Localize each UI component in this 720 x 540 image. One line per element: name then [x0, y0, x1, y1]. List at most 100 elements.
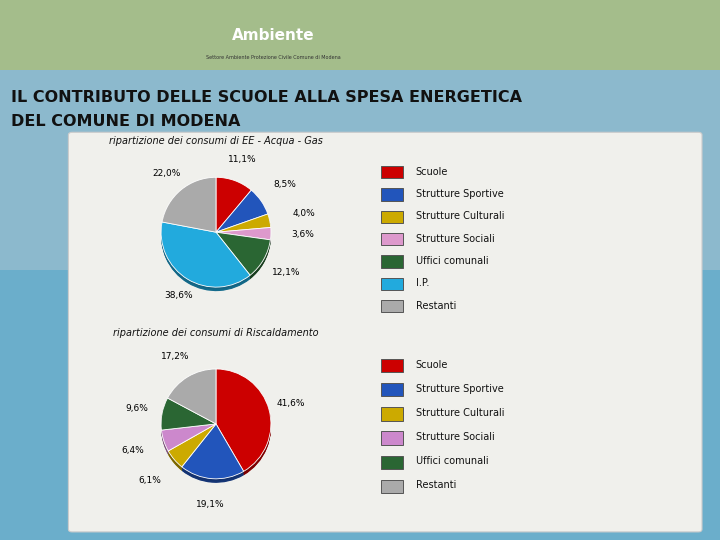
Wedge shape — [168, 426, 216, 468]
Wedge shape — [161, 224, 250, 288]
Wedge shape — [168, 424, 216, 467]
Text: 6,1%: 6,1% — [138, 476, 161, 485]
Wedge shape — [162, 180, 216, 235]
Text: Settore Ambiente Protezione Civile Comune di Modena: Settore Ambiente Protezione Civile Comun… — [206, 55, 341, 60]
Wedge shape — [216, 370, 271, 473]
Wedge shape — [168, 370, 216, 426]
Wedge shape — [162, 177, 216, 232]
Wedge shape — [162, 179, 216, 234]
Wedge shape — [216, 235, 271, 278]
Wedge shape — [216, 192, 268, 234]
Wedge shape — [216, 233, 271, 276]
Wedge shape — [182, 426, 243, 480]
Bar — [381, 300, 403, 312]
Wedge shape — [161, 226, 250, 291]
Wedge shape — [161, 225, 250, 289]
Wedge shape — [182, 427, 243, 482]
Wedge shape — [216, 214, 271, 232]
Wedge shape — [216, 192, 268, 234]
Wedge shape — [161, 224, 250, 289]
Wedge shape — [216, 231, 271, 244]
Wedge shape — [161, 401, 216, 433]
Wedge shape — [216, 193, 268, 235]
Text: Restanti: Restanti — [415, 481, 456, 490]
Wedge shape — [161, 225, 250, 290]
Bar — [381, 431, 403, 444]
Title: ripartizione dei consumi di Riscaldamento: ripartizione dei consumi di Riscaldament… — [113, 328, 319, 338]
Wedge shape — [216, 227, 271, 240]
Bar — [381, 188, 403, 200]
Wedge shape — [161, 226, 250, 291]
Wedge shape — [216, 216, 271, 234]
Wedge shape — [216, 215, 271, 234]
Wedge shape — [216, 372, 271, 474]
Wedge shape — [182, 425, 243, 480]
Wedge shape — [162, 181, 216, 236]
Wedge shape — [162, 178, 216, 233]
Text: 8,5%: 8,5% — [274, 180, 296, 189]
Wedge shape — [168, 369, 216, 424]
Wedge shape — [168, 425, 216, 468]
Wedge shape — [216, 228, 271, 240]
Wedge shape — [216, 235, 271, 278]
Wedge shape — [168, 428, 216, 471]
Wedge shape — [216, 178, 251, 233]
Text: 3,6%: 3,6% — [292, 230, 315, 239]
Wedge shape — [168, 372, 216, 427]
Text: I.P.: I.P. — [415, 279, 429, 288]
Wedge shape — [161, 424, 216, 451]
Wedge shape — [162, 181, 216, 236]
Wedge shape — [161, 428, 216, 455]
Text: 38,6%: 38,6% — [163, 291, 192, 300]
Wedge shape — [182, 427, 243, 481]
Wedge shape — [216, 229, 271, 241]
Wedge shape — [161, 402, 216, 434]
Text: Uffici comunali: Uffici comunali — [415, 456, 488, 467]
Text: Strutture Culturali: Strutture Culturali — [415, 212, 504, 221]
Bar — [381, 480, 403, 492]
Wedge shape — [161, 426, 216, 453]
Wedge shape — [182, 428, 243, 483]
Wedge shape — [161, 428, 216, 455]
Bar — [0, 0, 720, 70]
Wedge shape — [216, 233, 271, 276]
Wedge shape — [161, 400, 216, 431]
Text: Scuole: Scuole — [415, 167, 448, 177]
Text: 11,1%: 11,1% — [228, 156, 256, 164]
Text: Scuole: Scuole — [415, 360, 448, 370]
Bar — [381, 456, 403, 469]
Wedge shape — [216, 190, 268, 232]
Wedge shape — [216, 373, 271, 475]
Wedge shape — [161, 427, 216, 454]
Text: 19,1%: 19,1% — [196, 500, 225, 509]
Text: 22,0%: 22,0% — [153, 168, 181, 178]
Bar — [381, 255, 403, 268]
Wedge shape — [216, 234, 271, 276]
Wedge shape — [168, 373, 216, 428]
Wedge shape — [168, 369, 216, 424]
Bar — [381, 233, 403, 245]
Text: DEL COMUNE DI MODENA: DEL COMUNE DI MODENA — [11, 114, 240, 129]
Wedge shape — [161, 424, 216, 451]
Wedge shape — [161, 399, 216, 430]
Bar — [0, 70, 720, 270]
Wedge shape — [216, 217, 271, 235]
Wedge shape — [216, 369, 271, 471]
Text: Strutture Sociali: Strutture Sociali — [415, 433, 495, 442]
Bar — [0, 0, 720, 70]
Wedge shape — [216, 194, 268, 236]
Wedge shape — [216, 191, 268, 233]
Wedge shape — [182, 428, 243, 482]
Wedge shape — [216, 373, 271, 475]
Wedge shape — [216, 179, 251, 234]
Wedge shape — [216, 180, 251, 235]
Wedge shape — [161, 223, 250, 288]
Wedge shape — [216, 177, 251, 232]
Wedge shape — [216, 372, 271, 474]
Wedge shape — [161, 401, 216, 433]
Wedge shape — [216, 236, 271, 279]
Title: ripartizione dei consumi di EE - Acqua - Gas: ripartizione dei consumi di EE - Acqua -… — [109, 136, 323, 146]
Wedge shape — [216, 218, 271, 236]
Text: 17,2%: 17,2% — [161, 352, 189, 361]
Wedge shape — [216, 214, 271, 233]
